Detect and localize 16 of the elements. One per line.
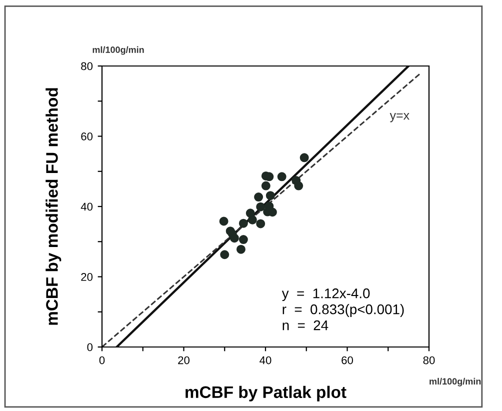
text: ml/100g/min: [92, 46, 144, 55]
annotation: y=x: [390, 113, 410, 122]
y-tick-label: 20: [81, 273, 93, 281]
x-tick-label: 40: [260, 356, 272, 364]
y-tick-label: 80: [81, 62, 93, 70]
x-tick-label: 20: [178, 356, 190, 364]
x-tick-label: 0: [99, 356, 105, 364]
y-tick-label: 60: [81, 132, 93, 140]
text: ml/100g/min: [430, 378, 481, 386]
y-tick-label: 40: [80, 202, 93, 211]
x-tick-label: 80: [423, 356, 435, 364]
y-axis-title: mCBF by modified FU method: [46, 88, 62, 325]
x-axis-title: mCBF by Patlak plot: [186, 386, 346, 402]
y-tick-label: 0: [87, 343, 93, 352]
x-tick-label: 60: [342, 356, 353, 364]
annotation: y = 1.12x-4.0 r = 0.833(p<0.001) n = 24: [282, 288, 404, 330]
